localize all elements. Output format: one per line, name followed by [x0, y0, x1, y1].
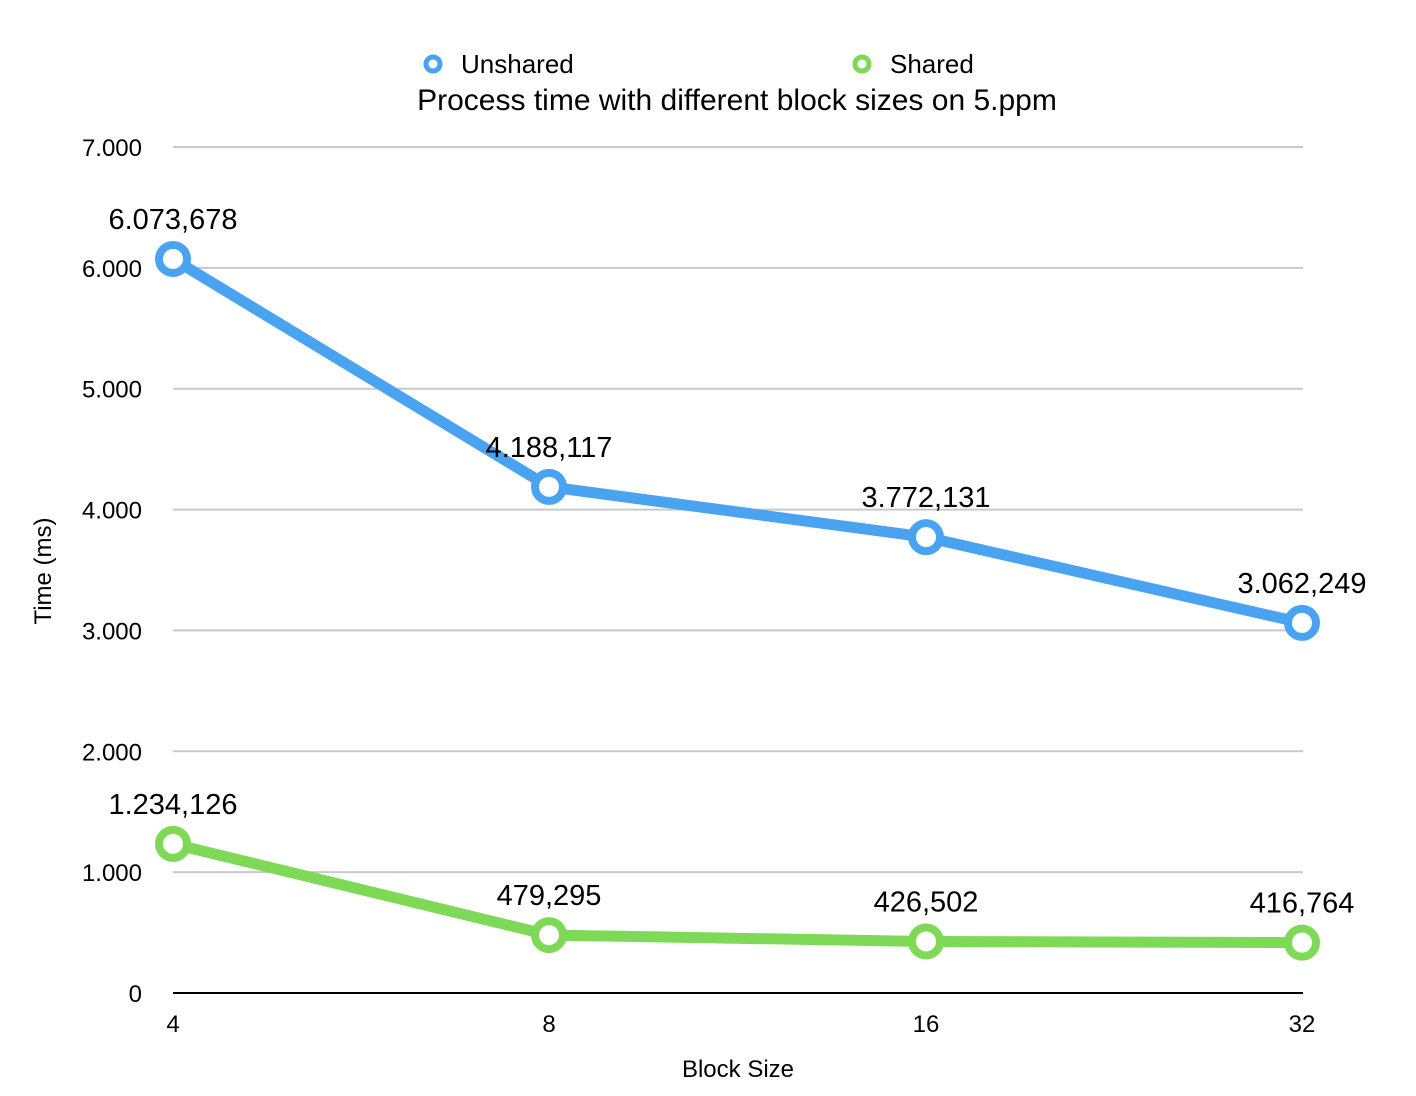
series-line-shared: [167, 838, 1308, 949]
data-label-shared: 479,295: [497, 880, 602, 912]
data-point-unshared[interactable]: [531, 468, 567, 505]
data-label-shared: 416,764: [1250, 888, 1355, 920]
data-label-unshared: 3.772,131: [861, 482, 990, 514]
y-axis-title: Time (ms): [30, 517, 57, 624]
data-point-unshared[interactable]: [155, 240, 191, 277]
x-axis-title: Block Size: [682, 1056, 794, 1083]
legend-marker-unshared: [423, 54, 443, 74]
series-line-unshared: [167, 253, 1308, 629]
y-tick-label: 1.000: [82, 860, 142, 887]
legend-label-unshared: Unshared: [461, 49, 574, 79]
y-tick-label: 4.000: [82, 498, 142, 525]
x-tick-label: 8: [542, 1011, 555, 1038]
chart-title: Process time with different block sizes …: [417, 84, 1057, 117]
data-point-unshared[interactable]: [908, 519, 944, 556]
legend: Unshared Shared: [423, 49, 974, 79]
x-tick-label: 16: [913, 1011, 940, 1038]
x-tick-label: 32: [1289, 1011, 1316, 1038]
data-label-shared: 1.234,126: [108, 789, 237, 821]
data-point-unshared[interactable]: [1284, 604, 1320, 641]
data-point-shared[interactable]: [908, 923, 944, 960]
x-tick-label: 4: [166, 1011, 179, 1038]
data-label-shared: 426,502: [874, 886, 979, 918]
data-labels: 6.073,678 4.188,117 3.772,131 3.062,249 1.23…: [108, 204, 1366, 920]
y-tick-label: 0: [129, 981, 142, 1008]
data-point-shared[interactable]: [155, 825, 191, 862]
legend-item-shared[interactable]: Shared: [852, 49, 974, 79]
gridlines: [173, 146, 1303, 874]
data-point-shared[interactable]: [531, 917, 567, 954]
series: [155, 240, 1320, 961]
y-tick-label: 6.000: [82, 256, 142, 283]
data-point-shared[interactable]: [1284, 924, 1320, 961]
y-tick-label: 7.000: [82, 135, 142, 162]
y-tick-label: 2.000: [82, 739, 142, 766]
legend-label-shared: Shared: [890, 49, 974, 79]
y-tick-label: 3.000: [82, 618, 142, 645]
data-label-unshared: 3.062,249: [1237, 568, 1366, 600]
y-tick-label: 5.000: [82, 377, 142, 404]
data-label-unshared: 6.073,678: [108, 204, 237, 236]
axes: 0 1.000 2.000 3.000 4.000 5.000 6.000 7.000 4 8 16…: [82, 135, 1315, 1038]
legend-marker-shared: [852, 54, 872, 74]
legend-item-unshared[interactable]: Unshared: [423, 49, 574, 79]
data-label-unshared: 4.188,117: [486, 432, 613, 464]
